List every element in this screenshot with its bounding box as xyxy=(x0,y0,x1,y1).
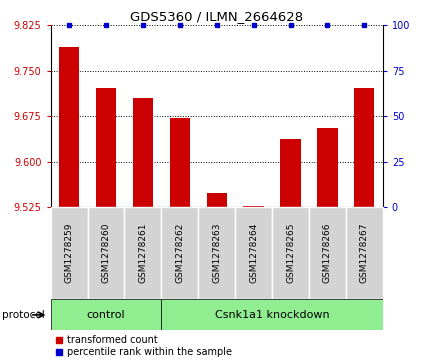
Bar xyxy=(272,207,309,299)
Bar xyxy=(96,88,116,207)
Bar xyxy=(161,299,383,330)
Text: GSM1278259: GSM1278259 xyxy=(65,223,73,284)
Bar xyxy=(317,128,337,207)
Bar xyxy=(51,207,88,299)
Bar xyxy=(206,193,227,207)
Bar xyxy=(346,207,383,299)
Bar xyxy=(51,299,161,330)
Bar xyxy=(170,118,190,207)
Title: GDS5360 / ILMN_2664628: GDS5360 / ILMN_2664628 xyxy=(130,10,303,23)
Bar xyxy=(243,206,264,207)
Bar xyxy=(161,207,198,299)
Bar xyxy=(125,207,161,299)
Text: control: control xyxy=(87,310,125,320)
Text: GSM1278264: GSM1278264 xyxy=(249,223,258,284)
Text: GSM1278261: GSM1278261 xyxy=(138,223,147,284)
Bar xyxy=(59,46,79,207)
Bar xyxy=(235,207,272,299)
Text: GSM1278267: GSM1278267 xyxy=(360,223,369,284)
Bar xyxy=(354,88,374,207)
Bar xyxy=(133,98,153,207)
Text: protocol: protocol xyxy=(2,310,45,320)
Bar xyxy=(309,207,346,299)
Text: GSM1278260: GSM1278260 xyxy=(102,223,110,284)
Text: GSM1278263: GSM1278263 xyxy=(212,223,221,284)
Bar xyxy=(198,207,235,299)
Text: GSM1278262: GSM1278262 xyxy=(175,223,184,284)
Legend: transformed count, percentile rank within the sample: transformed count, percentile rank withi… xyxy=(55,335,232,357)
Text: GSM1278265: GSM1278265 xyxy=(286,223,295,284)
Bar xyxy=(280,139,301,207)
Text: GSM1278266: GSM1278266 xyxy=(323,223,332,284)
Bar xyxy=(88,207,125,299)
Text: Csnk1a1 knockdown: Csnk1a1 knockdown xyxy=(215,310,330,320)
